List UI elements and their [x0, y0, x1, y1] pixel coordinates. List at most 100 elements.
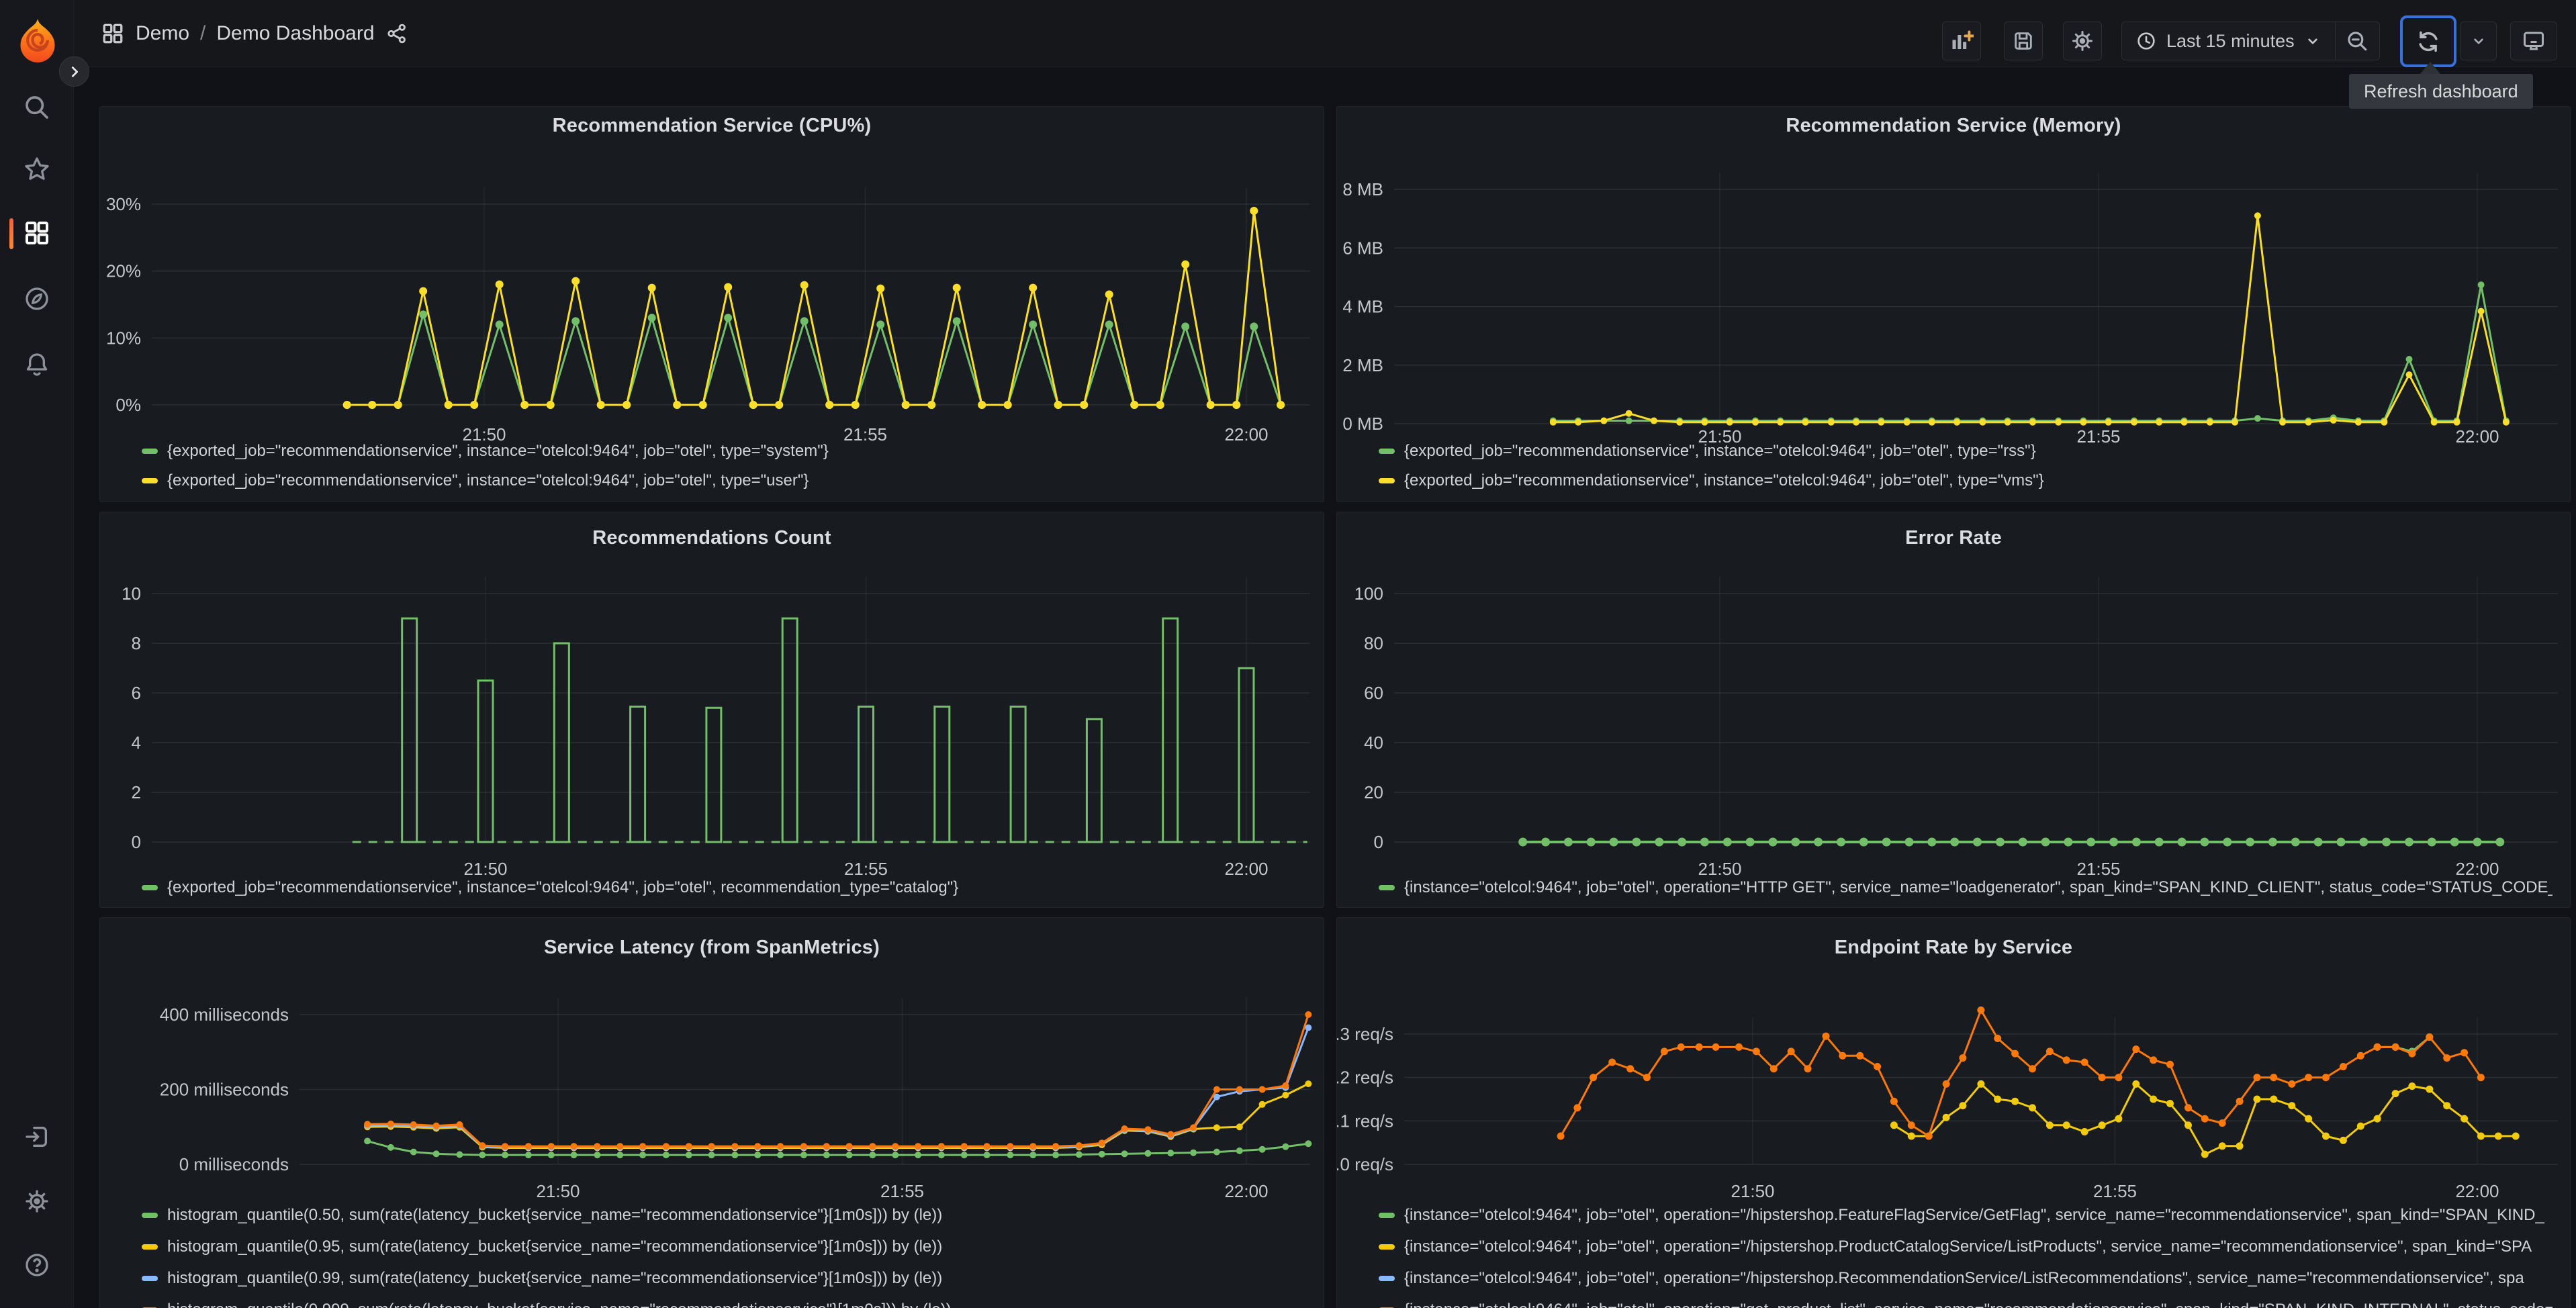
refresh-interval-dropdown[interactable] [2460, 21, 2497, 60]
series-point [2098, 1074, 2106, 1082]
series-point [2405, 837, 2413, 847]
legend-label: {exported_job="recommendationservice", i… [1404, 471, 2044, 489]
help-icon [24, 1252, 50, 1278]
series-point [2177, 837, 2187, 847]
panel-title[interactable]: Recommendations Count [592, 527, 831, 549]
series-point [1632, 837, 1641, 847]
series-point [1213, 1124, 1220, 1131]
series-point [1859, 837, 1868, 847]
series-point [1236, 1147, 1243, 1154]
series-point [2408, 1082, 2416, 1090]
series-point [1839, 1052, 1847, 1060]
series-point [1752, 418, 1759, 426]
y-axis-label: 6 MB [1342, 238, 1383, 258]
time-range-group: Last 15 minutes [2121, 21, 2380, 60]
sidebar-item-explore[interactable] [0, 273, 74, 324]
series-point [1549, 418, 1557, 426]
dashboard-settings-button[interactable] [2063, 21, 2102, 60]
sidebar-item-search[interactable] [0, 82, 74, 133]
series-point [876, 320, 885, 329]
series-point [2291, 837, 2300, 847]
series-point [2430, 418, 2438, 426]
panel-title[interactable]: Error Rate [1905, 527, 2002, 549]
zoom-out-button[interactable] [2334, 22, 2379, 60]
sidebar-expand-button[interactable] [59, 56, 89, 87]
time-range-picker[interactable]: Last 15 minutes [2122, 22, 2335, 60]
series-point [825, 401, 834, 409]
time-range-label: Last 15 minutes [2166, 30, 2295, 51]
series-point [876, 284, 885, 293]
save-dashboard-button[interactable] [2004, 21, 2043, 60]
series-point [2080, 1128, 2088, 1135]
grafana-logo-icon[interactable] [15, 17, 60, 63]
series-point [2339, 1136, 2347, 1144]
series-point [2356, 1052, 2364, 1060]
legend-swatch [142, 1276, 158, 1281]
legend-item[interactable]: {instance="otelcol:9464", job="otel", op… [1379, 1300, 2552, 1308]
panel-title[interactable]: Recommendation Service (Memory) [1786, 115, 2121, 136]
series-point [1029, 320, 1038, 329]
legend-item[interactable]: histogram_quantile(0.999, sum(rate(laten… [142, 1300, 1306, 1308]
series-point [2253, 1074, 2261, 1082]
series-point [1277, 401, 1285, 409]
x-axis-label: 21:50 [1731, 1181, 1774, 1201]
sidebar-item-dashboards[interactable] [0, 207, 74, 259]
series-point [1953, 418, 1961, 426]
sidebar-item-sign-in[interactable] [0, 1111, 74, 1162]
breadcrumb-section[interactable]: Demo [136, 22, 190, 44]
legend: {exported_job="recommendationservice", i… [142, 441, 1306, 500]
series-point [2029, 1104, 2036, 1112]
share-icon[interactable] [385, 22, 408, 45]
series-point [2131, 837, 2141, 847]
series-point [749, 401, 757, 409]
search-icon [24, 94, 50, 121]
add-panel-button[interactable] [1942, 21, 1981, 60]
sidebar-item-help[interactable] [0, 1240, 74, 1291]
series-point [2253, 1095, 2261, 1103]
breadcrumb: Demo / Demo Dashboard [101, 0, 408, 67]
series-point [419, 310, 428, 319]
x-axis-label: 21:55 [880, 1181, 924, 1201]
y-axis-label: 30% [106, 194, 141, 214]
sidebar-item-starred[interactable] [0, 144, 74, 195]
legend-item[interactable]: {exported_job="recommendationservice", i… [142, 878, 1306, 898]
cycle-view-mode-button[interactable] [2510, 21, 2557, 60]
x-axis-label: 22:00 [2455, 426, 2499, 447]
series-point [2305, 418, 2312, 426]
legend-item[interactable]: {instance="otelcol:9464", job="otel", op… [1379, 1205, 2552, 1225]
legend-item[interactable]: {exported_job="recommendationservice", i… [1379, 471, 2552, 491]
panel-title[interactable]: Endpoint Rate by Service [1834, 937, 2073, 958]
x-axis-label: 21:50 [536, 1181, 580, 1201]
sidebar-item-configuration[interactable] [0, 1176, 74, 1227]
series-point [2132, 1045, 2140, 1054]
legend-item[interactable]: {instance="otelcol:9464", job="otel", op… [1379, 1268, 2552, 1289]
legend-label: {instance="otelcol:9464", job="otel", op… [1404, 878, 2552, 896]
series-point [2132, 1080, 2140, 1088]
legend-item[interactable]: histogram_quantile(0.50, sum(rate(latenc… [142, 1205, 1306, 1225]
series-point [845, 1143, 853, 1150]
series-point [1054, 401, 1062, 409]
series-point [1700, 837, 1709, 847]
breadcrumb-page[interactable]: Demo Dashboard [216, 22, 375, 44]
series-point [1156, 401, 1164, 409]
series-point [524, 1152, 532, 1159]
series-point [623, 401, 631, 409]
legend-item[interactable]: histogram_quantile(0.99, sum(rate(latenc… [142, 1268, 1306, 1289]
legend-item[interactable]: {exported_job="recommendationservice", i… [142, 441, 1306, 461]
legend-label: {exported_job="recommendationservice", i… [1404, 442, 2036, 460]
legend-item[interactable]: histogram_quantile(0.95, sum(rate(latenc… [142, 1237, 1306, 1257]
sidebar-item-alerting[interactable] [0, 339, 74, 390]
series-point [2232, 418, 2238, 426]
series-point [1722, 837, 1732, 847]
legend-item[interactable]: {exported_job="recommendationservice", i… [142, 471, 1306, 491]
refresh-dashboard-button[interactable] [2400, 15, 2456, 67]
panel-title[interactable]: Service Latency (from SpanMetrics) [544, 937, 880, 958]
series-point [2201, 1150, 2209, 1158]
legend-item[interactable]: {instance="otelcol:9464", job="otel", op… [1379, 1237, 2552, 1257]
legend-item[interactable]: {exported_job="recommendationservice", i… [1379, 441, 2552, 461]
panel-title[interactable]: Recommendation Service (CPU%) [552, 115, 872, 136]
legend-item[interactable]: {instance="otelcol:9464", job="otel", op… [1379, 878, 2552, 898]
series-point [2098, 1121, 2106, 1129]
series-point [2450, 837, 2459, 847]
